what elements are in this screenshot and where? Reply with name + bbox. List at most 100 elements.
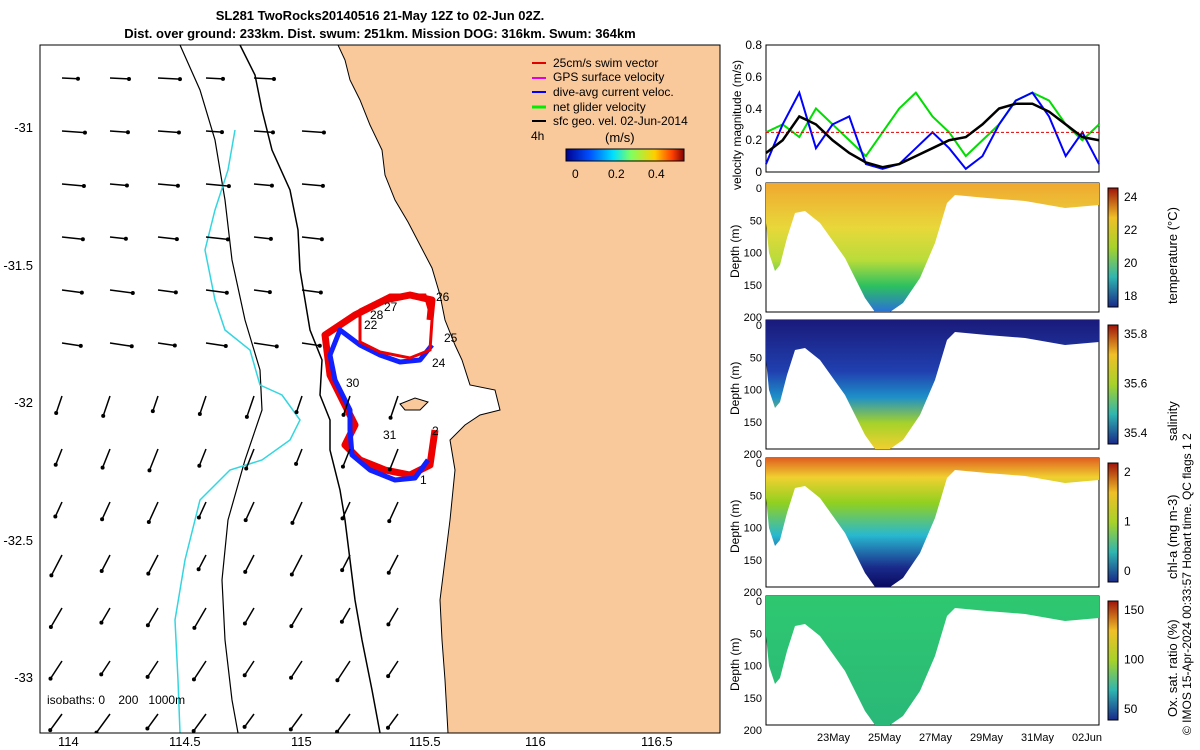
- isobath-cyan: [174, 129, 301, 733]
- velocity-arrow: [196, 501, 207, 520]
- colorbar-label: Ox. sat. ratio (%): [1165, 619, 1180, 717]
- velocity-arrow: [61, 130, 87, 135]
- velocity-arrow: [109, 76, 131, 81]
- velocity-arrow: [99, 660, 111, 677]
- section-panel: 0 50 100 150 200 Depth (m) 35.8 35.6 35.4 salinit…: [728, 319, 1180, 461]
- colorbar-tick: 0: [1124, 564, 1131, 578]
- velocity-arrow: [386, 554, 399, 575]
- legend-item: dive-avg current veloc.: [553, 85, 674, 99]
- y-tick-label: 200: [744, 449, 762, 461]
- y-axis-label: Depth (m): [728, 225, 742, 278]
- y-tick-label: -31.5: [3, 258, 33, 273]
- velocity-arrow: [146, 501, 159, 525]
- colorbar-label: temperature (°C): [1165, 207, 1180, 304]
- velocity-arrow: [94, 713, 111, 733]
- velocity-arrow: [157, 183, 180, 188]
- y-tick-label: 150: [744, 280, 762, 292]
- velocity-arrow: [341, 395, 351, 417]
- legend-item: net glider velocity: [553, 100, 646, 114]
- velocity-arrow: [242, 607, 255, 626]
- x-tick-label: 23May: [817, 732, 851, 744]
- day-label: 28: [370, 308, 384, 322]
- colorbar-tick: 0: [572, 167, 579, 181]
- map-panel: 26 27 28 22 25 24 30 31 2 1 isobaths: 0 …: [3, 44, 721, 749]
- velocity-arrow: [157, 130, 181, 135]
- x-tick-label: 115.5: [409, 734, 441, 749]
- velocity-arrow: [61, 183, 86, 188]
- velocity-arrow: [253, 342, 279, 349]
- isobath-1000m: [179, 45, 263, 733]
- legend-side-label: 4h: [531, 129, 544, 143]
- chart-title-line1: SL281 TwoRocks20140516 21-May 12Z to 02-…: [215, 8, 545, 23]
- colorbar: [1107, 600, 1119, 721]
- velocity-arrow: [387, 501, 399, 524]
- right-panels: 0.8 0.6 0.4 0.2 0 velocity magnitude (m/…: [728, 38, 1180, 744]
- y-tick-label: -32.5: [3, 533, 33, 548]
- velocity-arrow: [242, 713, 255, 729]
- section-fill: [766, 458, 1099, 587]
- velocity-arrow: [99, 554, 111, 573]
- colorbar-tick: 0.2: [608, 167, 625, 181]
- velocity-arrow: [253, 236, 273, 241]
- velocity-arrow: [340, 448, 351, 469]
- section-fill: [766, 596, 1099, 725]
- velocity-arrow: [301, 130, 326, 135]
- colorbar-tick: 20: [1124, 256, 1138, 270]
- colorbar-tick: 35.4: [1124, 426, 1148, 440]
- section-fill: [766, 183, 1099, 312]
- colorbar-label: (m/s): [605, 130, 635, 145]
- x-tick-label: 29May: [970, 732, 1004, 744]
- velocity-arrow: [301, 342, 322, 348]
- velocity-arrow: [197, 395, 207, 416]
- x-tick-label: 114: [58, 734, 79, 749]
- colorbar-tick: 35.6: [1124, 377, 1148, 391]
- velocity-arrow: [61, 289, 84, 295]
- velocity-arrow: [147, 448, 159, 473]
- velocity-arrow: [387, 448, 399, 472]
- velocity-arrow: [205, 289, 229, 295]
- colorbar: [1107, 324, 1119, 445]
- island: [399, 397, 429, 411]
- velocity-series: [765, 89, 1100, 171]
- velocity-arrow: [335, 713, 351, 733]
- colorbar-tick: 0.4: [648, 167, 665, 181]
- velocity-arrow: [386, 660, 399, 679]
- y-tick-label: 50: [750, 215, 762, 227]
- velocity-arrow: [48, 607, 63, 629]
- y-tick-label: -33: [14, 670, 33, 685]
- colorbar-tick: 1: [1124, 515, 1131, 529]
- velocity-arrow: [242, 660, 255, 678]
- section-panel: 0 50 100 150 200 Depth (m) 2 1 0 chl-a (mg m-3): [728, 457, 1180, 599]
- y-tick-label: 0: [756, 183, 762, 195]
- series-line: [765, 91, 1100, 158]
- velocity-arrow: [192, 607, 207, 630]
- velocity-arrow: [109, 183, 129, 188]
- velocity-arrow: [145, 660, 159, 679]
- velocity-arrow: [294, 448, 303, 466]
- y-tick-label: 100: [744, 385, 762, 397]
- y-tick-label: -32: [14, 395, 33, 410]
- speed-colorbar: [565, 148, 685, 162]
- velocity-arrow: [388, 395, 399, 420]
- colorbar-label: chl-a (mg m-3): [1165, 494, 1180, 579]
- colorbar-tick: 2: [1124, 465, 1131, 479]
- velocity-arrow: [109, 236, 128, 241]
- section-panel: 0 50 100 150 200 Depth (m) 24 22 20 18 temperature…: [728, 182, 1180, 324]
- y-tick-label: 0: [756, 320, 762, 332]
- day-label: 2: [432, 424, 439, 438]
- colorbar: [1107, 462, 1119, 583]
- day-label: 27: [384, 300, 398, 314]
- velocity-arrow: [340, 554, 351, 573]
- y-axis-label: velocity magnitude (m/s): [730, 60, 744, 190]
- velocity-arrow: [53, 501, 63, 519]
- y-tick-label: 200: [744, 725, 762, 737]
- velocity-arrow: [157, 77, 182, 82]
- day-label: 1: [420, 473, 427, 487]
- velocity-arrow: [145, 607, 159, 628]
- velocity-arrow: [150, 395, 159, 414]
- velocity-arrow: [61, 342, 83, 348]
- velocity-arrow: [54, 395, 63, 416]
- velocity-arrow: [109, 289, 135, 295]
- map-x-axis: 114 114.5 115 115.5 116 116.5: [58, 734, 673, 749]
